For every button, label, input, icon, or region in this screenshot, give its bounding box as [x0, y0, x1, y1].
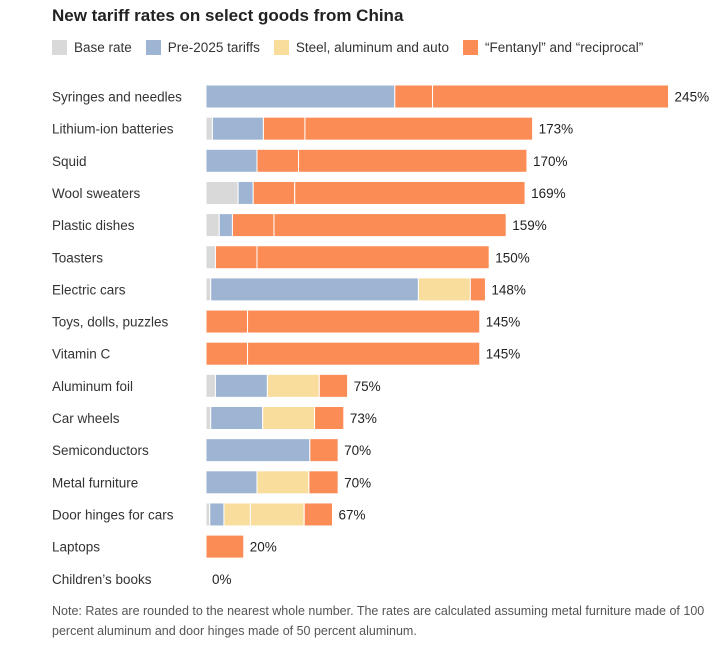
bar-segment-aluminum-foil-3	[266, 373, 320, 398]
category-label-plastic-dishes: Plastic dishes	[52, 218, 135, 233]
legend-swatch-fentanyl-reciprocal	[462, 40, 478, 55]
total-label-toys-dolls-puzzles: 145%	[486, 315, 521, 330]
category-label-aluminum-foil: Aluminum foil	[52, 379, 133, 394]
bar-segment-aluminum-foil-1	[205, 373, 216, 398]
bar-segment-door-hinges-for-cars-3	[223, 502, 251, 527]
bar-segment-squid-3	[298, 148, 528, 173]
total-label-semiconductors: 70%	[344, 443, 371, 458]
category-label-car-wheels: Car wheels	[52, 411, 120, 426]
legend-item-base-rate: Base rate	[52, 40, 132, 55]
bar-segment-door-hinges-for-cars-2	[209, 502, 225, 527]
total-label-aluminum-foil: 75%	[354, 379, 381, 394]
bar-segment-toasters-1	[205, 245, 216, 270]
bar-segment-plastic-dishes-2	[218, 213, 233, 238]
bar-segment-door-hinges-for-cars-4	[249, 502, 305, 527]
bar-segment-wool-sweaters-2	[237, 180, 254, 205]
category-label-lithium-ion-batteries: Lithium-ion batteries	[52, 122, 174, 137]
category-label-children-s-books: Children’s books	[52, 572, 152, 587]
category-label-squid: Squid	[52, 154, 87, 169]
bar-segment-aluminum-foil-2	[214, 373, 268, 398]
legend-item-steel-aluminum-auto: Steel, aluminum and auto	[273, 40, 449, 55]
total-label-plastic-dishes: 159%	[512, 218, 547, 233]
bar-segment-metal-furniture-3	[308, 470, 339, 495]
bar-segment-metal-furniture-1	[205, 470, 258, 495]
total-label-children-s-books: 0%	[212, 572, 232, 587]
bar-segment-toys-dolls-puzzles-2	[247, 309, 481, 334]
category-label-semiconductors: Semiconductors	[52, 443, 149, 458]
legend-swatch-base-rate	[52, 40, 67, 55]
total-label-metal-furniture: 70%	[344, 475, 371, 490]
bar-segment-wool-sweaters-1	[205, 180, 239, 205]
category-label-door-hinges-for-cars: Door hinges for cars	[52, 507, 174, 522]
bar-segment-vitamin-c-1	[205, 341, 249, 366]
category-label-toys-dolls-puzzles: Toys, dolls, puzzles	[52, 315, 169, 330]
bar-segment-plastic-dishes-3	[231, 213, 275, 238]
legend-label-pre-2025: Pre-2025 tariffs	[167, 40, 260, 55]
legend-swatch-steel-aluminum-auto	[273, 40, 289, 55]
legend-label-steel-aluminum-auto: Steel, aluminum and auto	[295, 40, 449, 55]
category-label-laptops: Laptops	[52, 540, 100, 555]
bar-segment-laptops-1	[205, 534, 245, 559]
total-label-door-hinges-for-cars: 67%	[339, 507, 366, 522]
total-label-wool-sweaters: 169%	[531, 186, 566, 201]
bar-segment-syringes-and-needles-3	[432, 84, 670, 109]
bar-segment-electric-cars-1	[205, 277, 212, 302]
bar-segment-car-wheels-2	[210, 406, 264, 430]
bar-segment-syringes-and-needles-2	[394, 84, 434, 109]
legend-swatch-pre-2025	[145, 40, 161, 55]
bar-segment-lithium-ion-batteries-3	[262, 116, 306, 141]
legend-label-fentanyl-reciprocal: “Fentanyl” and “reciprocal”	[484, 40, 644, 55]
total-label-lithium-ion-batteries: 173%	[539, 122, 574, 137]
bar-segment-squid-2	[256, 148, 300, 173]
legend: Base rate Pre-2025 tariffs Steel, alumin…	[52, 40, 657, 55]
bar-segment-door-hinges-for-cars-1	[205, 502, 211, 527]
bar-segment-squid-1	[205, 148, 258, 173]
bar-segment-plastic-dishes-1	[205, 213, 220, 238]
bar-segment-toys-dolls-puzzles-1	[205, 309, 249, 334]
chart-note: Note: Rates are rounded to the nearest w…	[52, 604, 705, 638]
bar-segment-wool-sweaters-3	[252, 180, 296, 205]
bar-segment-electric-cars-2	[210, 277, 419, 302]
bar-segment-wool-sweaters-4	[294, 180, 526, 205]
bar-segment-metal-furniture-2	[256, 470, 310, 495]
total-label-syringes-and-needles: 245%	[675, 90, 710, 105]
bar-segment-semiconductors-1	[205, 438, 311, 463]
total-label-vitamin-c: 145%	[486, 347, 521, 362]
bar-segment-aluminum-foil-4	[318, 373, 349, 398]
bar-segment-car-wheels-1	[205, 406, 212, 430]
bar-segment-syringes-and-needles-1	[205, 84, 396, 109]
legend-label-base-rate: Base rate	[74, 40, 132, 55]
stacked-bar-chart: Syringes and needles 245% Lithium-ion batt…	[52, 84, 710, 587]
bar-segment-plastic-dishes-4	[273, 213, 507, 238]
bar-segment-lithium-ion-batteries-2	[211, 116, 264, 141]
total-label-toasters: 150%	[495, 250, 530, 265]
category-label-wool-sweaters: Wool sweaters	[52, 186, 141, 201]
bar-segment-lithium-ion-batteries-4	[304, 116, 534, 141]
category-label-electric-cars: Electric cars	[52, 282, 126, 297]
category-label-metal-furniture: Metal furniture	[52, 475, 138, 490]
bar-segment-toasters-2	[214, 245, 258, 270]
total-label-squid: 170%	[533, 154, 568, 169]
bar-segment-car-wheels-3	[262, 406, 316, 430]
bar-segment-toasters-3	[256, 245, 490, 270]
bar-segment-lithium-ion-batteries-1	[205, 116, 213, 141]
bar-segment-vitamin-c-2	[247, 341, 481, 366]
total-label-laptops: 20%	[250, 540, 277, 555]
bar-segment-electric-cars-3	[417, 277, 471, 302]
bar-segment-car-wheels-4	[314, 406, 345, 430]
category-label-syringes-and-needles: Syringes and needles	[52, 90, 182, 105]
legend-item-fentanyl-reciprocal: “Fentanyl” and “reciprocal”	[462, 40, 644, 55]
bar-segment-electric-cars-4	[469, 277, 486, 302]
category-label-toasters: Toasters	[52, 250, 103, 265]
category-label-vitamin-c: Vitamin C	[52, 347, 111, 362]
total-label-car-wheels: 73%	[350, 411, 377, 426]
bar-segment-door-hinges-for-cars-5	[303, 502, 333, 527]
total-label-electric-cars: 148%	[491, 282, 526, 297]
bar-segment-semiconductors-2	[309, 438, 339, 463]
legend-item-pre-2025: Pre-2025 tariffs	[145, 40, 260, 55]
chart-title: New tariff rates on select goods from Ch…	[52, 6, 404, 25]
